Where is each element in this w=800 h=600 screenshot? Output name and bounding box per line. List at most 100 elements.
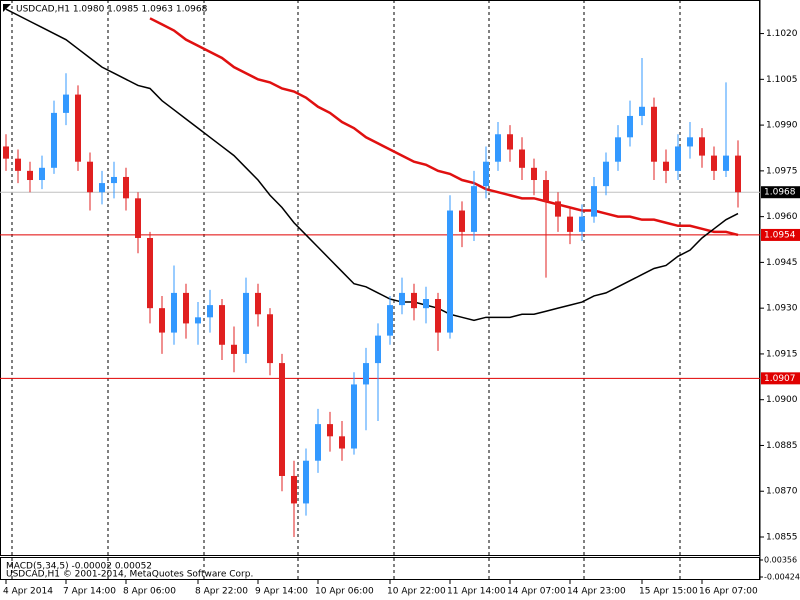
- candle-body: [495, 134, 501, 162]
- candle-body: [603, 161, 609, 187]
- candle-body: [723, 155, 729, 171]
- y-tick-label: 1.0855: [766, 532, 798, 542]
- candle-body: [555, 201, 561, 217]
- x-tick-label: 16 Apr 07:00: [699, 587, 758, 597]
- candle-body: [75, 94, 81, 162]
- macd-label: MACD(5,34,5) -0.00002 0.00052: [6, 562, 152, 572]
- candle-body: [339, 436, 345, 449]
- price-tag: [761, 186, 800, 199]
- candle-body: [735, 155, 741, 193]
- y-tick-label: 1.0915: [766, 349, 798, 359]
- candle-body: [15, 158, 21, 171]
- candle-body: [507, 134, 513, 150]
- candle-body: [615, 137, 621, 162]
- candle-body: [435, 299, 441, 333]
- candle-body: [399, 292, 405, 306]
- symbol-icon: [3, 4, 11, 12]
- candle-body: [195, 317, 201, 324]
- candle-body: [159, 308, 165, 333]
- candle-body: [219, 305, 225, 345]
- candle-body: [291, 475, 297, 504]
- candle-body: [687, 137, 693, 147]
- candle-body: [519, 149, 525, 168]
- y-tick-label: 1.0990: [766, 121, 798, 131]
- candle-body: [327, 424, 333, 437]
- candle-body: [531, 167, 537, 181]
- candle-body: [207, 305, 213, 318]
- candle-body: [267, 314, 273, 364]
- candle-body: [63, 94, 69, 113]
- candle-body: [447, 210, 453, 333]
- y-tick-label: 1.0945: [766, 258, 798, 268]
- candle-body: [483, 161, 489, 187]
- macd-tick-label: 0.00356: [764, 556, 797, 565]
- candle-body: [315, 424, 321, 461]
- candle-body: [567, 216, 573, 232]
- x-tick-label: 8 Apr 06:00: [123, 587, 176, 597]
- x-tick-label: 7 Apr 14:00: [63, 587, 116, 597]
- y-tick-label: 1.1005: [766, 75, 798, 85]
- candle-body: [39, 167, 45, 181]
- candle-body: [663, 161, 669, 171]
- price-tag: [761, 228, 800, 241]
- candle-body: [699, 137, 705, 156]
- candle-body: [351, 384, 357, 449]
- candle-body: [171, 292, 177, 333]
- copyright: USDCAD,H1 © 2001-2014, MetaQuotes Softwa…: [6, 570, 253, 580]
- x-tick-label: 9 Apr 14:00: [255, 587, 308, 597]
- candle-body: [99, 183, 105, 193]
- candle-body: [411, 292, 417, 309]
- candle-body: [423, 299, 429, 309]
- x-tick-label: 14 Apr 23:00: [567, 587, 626, 597]
- candle-body: [651, 106, 657, 162]
- y-tick-label: 1.0975: [766, 166, 798, 176]
- candle-body: [543, 180, 549, 202]
- y-tick-label: 1.1020: [766, 29, 798, 39]
- moving-average: [5, 8, 739, 322]
- macd-tick-label: -0.00424: [764, 573, 800, 582]
- day-separators: [11, 0, 681, 580]
- price-tag-label: 1.0907: [764, 374, 796, 384]
- candle-body: [627, 115, 633, 138]
- candle-body: [363, 363, 369, 385]
- candle-body: [231, 344, 237, 354]
- candle-body: [459, 210, 465, 232]
- candle-body: [243, 292, 249, 354]
- candle-body: [303, 460, 309, 504]
- candle-body: [387, 305, 393, 336]
- y-tick-label: 1.0930: [766, 304, 798, 314]
- candle-body: [27, 170, 33, 181]
- candle-body: [579, 216, 585, 232]
- x-tick-label: 14 Apr 07:00: [507, 587, 566, 597]
- x-tick-label: 4 Apr 2014: [3, 587, 53, 597]
- price-tag-label: 1.0968: [764, 188, 796, 198]
- candle-body: [639, 106, 645, 116]
- y-tick-label: 1.0900: [766, 395, 798, 405]
- candle-body: [183, 292, 189, 324]
- candle-body: [111, 176, 117, 184]
- x-tick-label: 15 Apr 15:00: [639, 587, 698, 597]
- candle-body: [147, 237, 153, 309]
- candle-body: [375, 335, 381, 364]
- candle-body: [711, 155, 717, 171]
- x-tick-label: 10 Apr 22:00: [387, 587, 446, 597]
- chart-title: USDCAD,H1 1.0980 1.0985 1.0963 1.0968: [16, 5, 208, 15]
- candle-body: [87, 161, 93, 193]
- candle-body: [51, 112, 57, 168]
- price-tag-label: 1.0954: [764, 230, 796, 240]
- candle-body: [675, 146, 681, 171]
- moving-average: [149, 17, 739, 237]
- candle-body: [279, 363, 285, 476]
- x-tick-label: 11 Apr 14:00: [447, 587, 506, 597]
- candle-body: [471, 186, 477, 232]
- candle-body: [591, 186, 597, 217]
- y-tick-label: 1.0870: [766, 487, 798, 497]
- y-tick-label: 1.0885: [766, 441, 798, 451]
- y-tick-label: 1.0960: [766, 212, 798, 222]
- x-tick-label: 8 Apr 22:00: [195, 587, 248, 597]
- candle-body: [135, 198, 141, 238]
- candle-body: [255, 292, 261, 315]
- price-tag: [761, 372, 800, 385]
- x-tick-label: 10 Apr 06:00: [315, 587, 374, 597]
